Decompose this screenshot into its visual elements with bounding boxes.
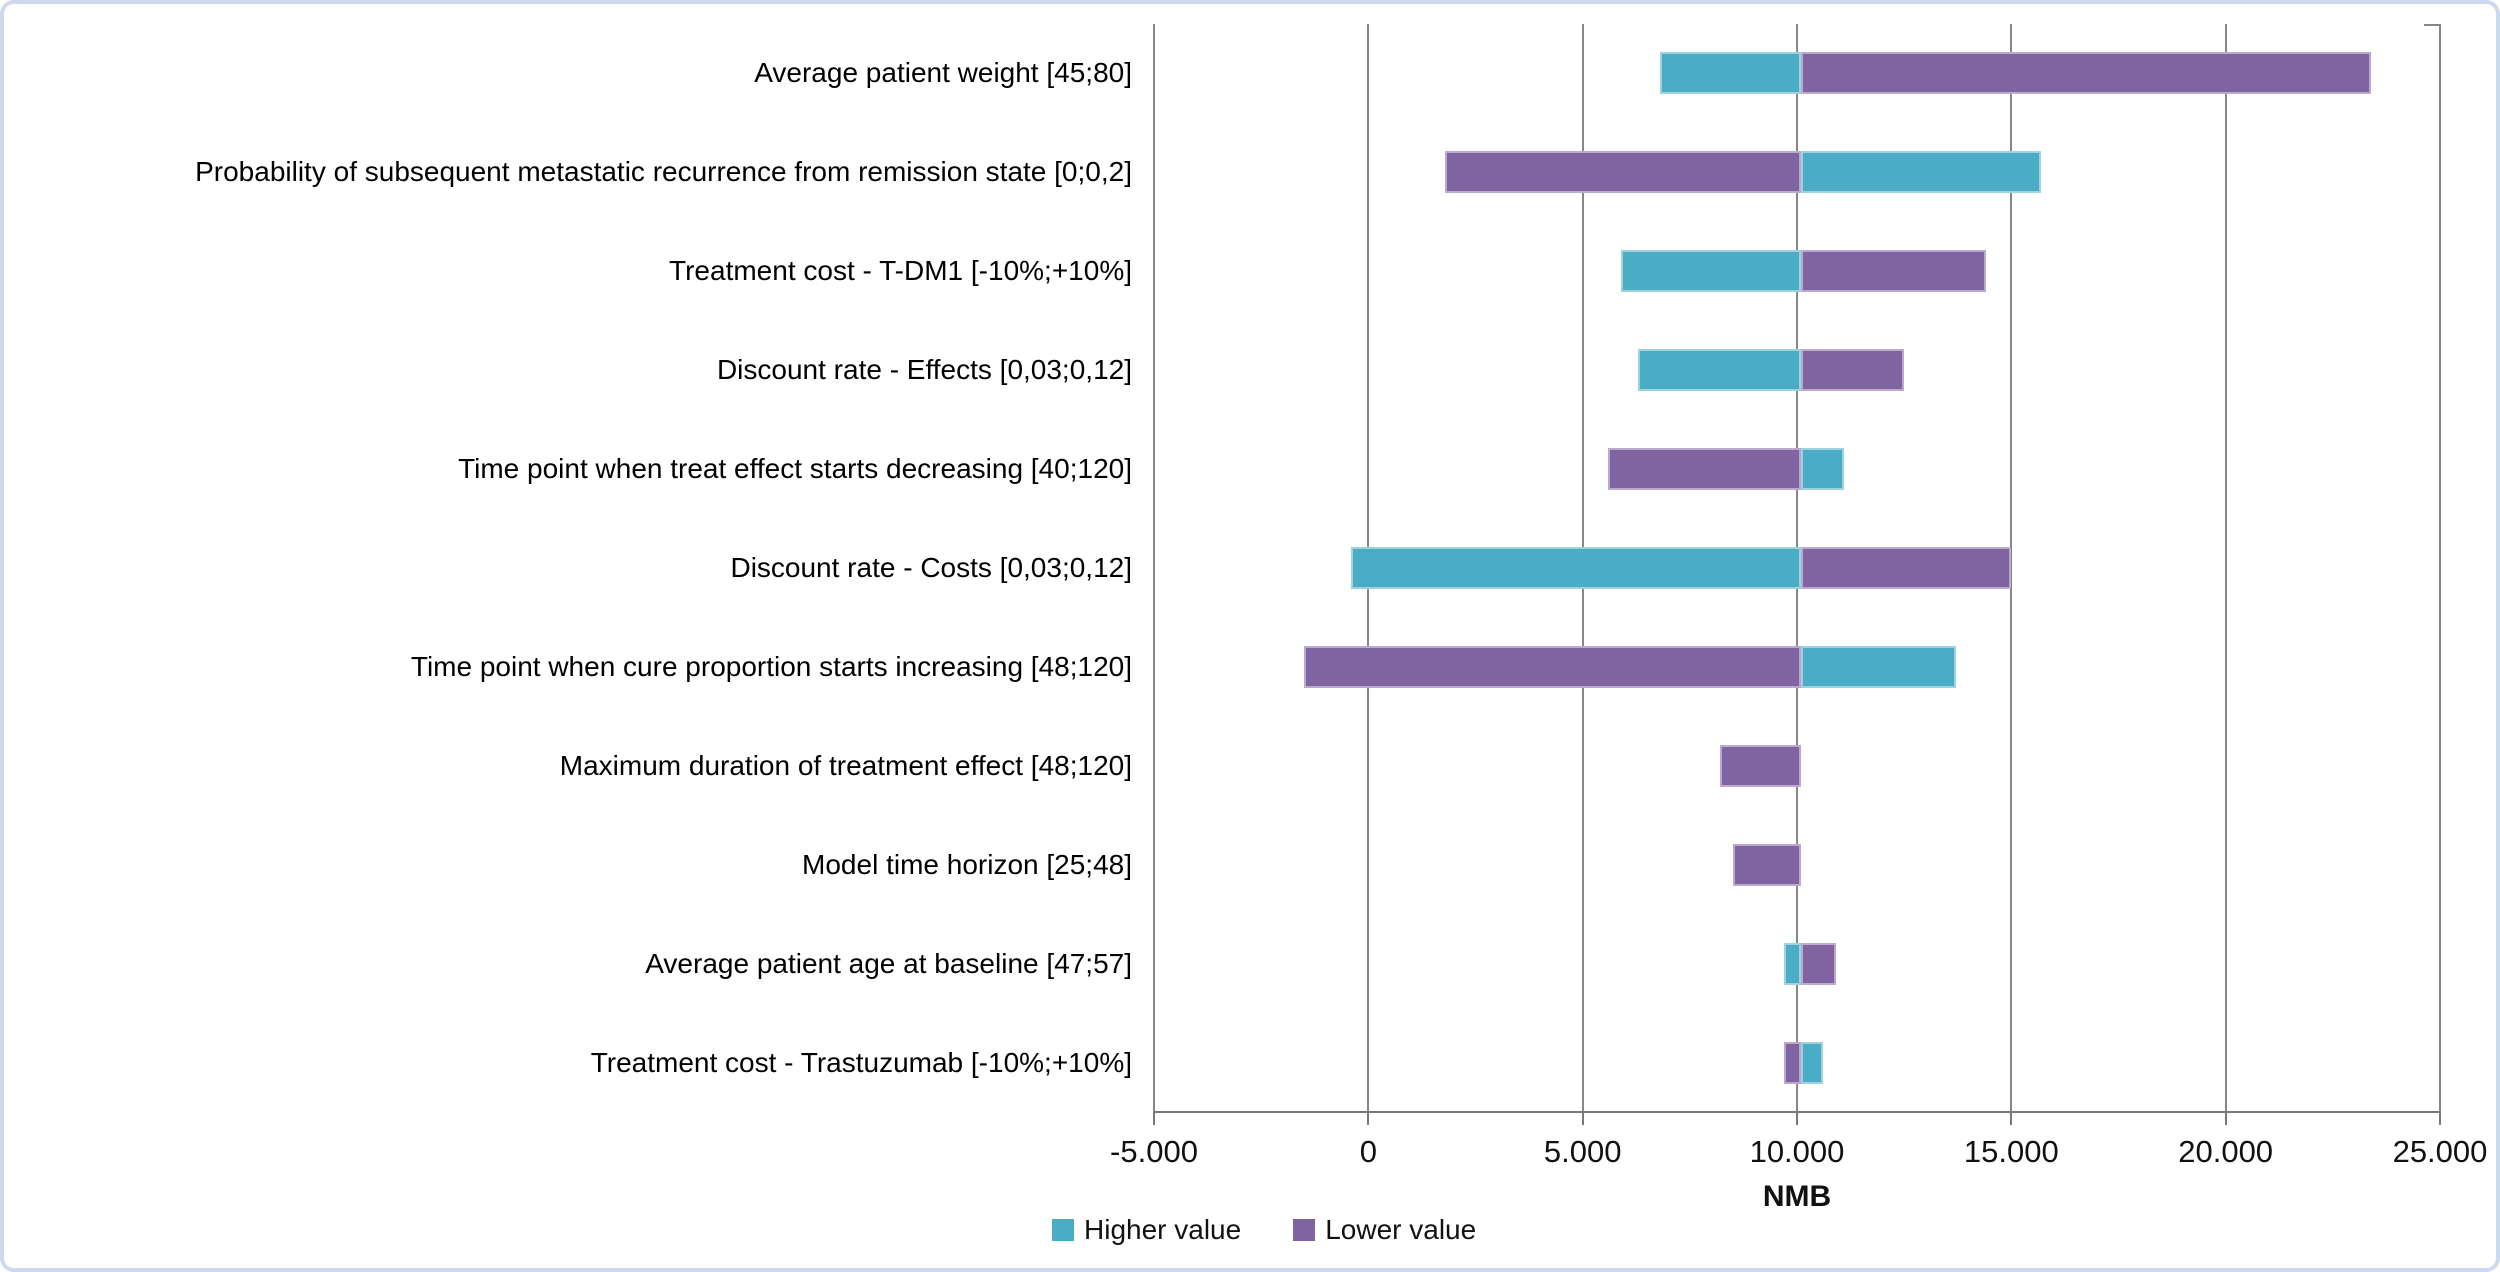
bar-lower-value <box>1608 448 1802 491</box>
x-tick-label: 15.000 <box>1963 1134 2059 1169</box>
axis-tick <box>2224 1112 2227 1125</box>
category-label: Average patient age at baseline [47;57] <box>645 947 1132 979</box>
bar-higher-value <box>1659 52 1802 95</box>
category-label: Discount rate - Costs [0,03;0,12] <box>730 551 1132 583</box>
legend-swatch-lower-value <box>1293 1219 1316 1241</box>
x-tick-label: 5.000 <box>1543 1134 1622 1169</box>
legend-label-higher-value: Higher value <box>1084 1214 1242 1245</box>
x-tick-label: 10.000 <box>1749 1134 1845 1169</box>
axis-tick <box>2439 1112 2441 1125</box>
bar-higher-value <box>1801 448 1845 491</box>
plot-corner-tick <box>2424 24 2440 26</box>
bar-lower-value <box>1784 1041 1802 1084</box>
x-tick-label: -5.000 <box>1110 1134 1198 1169</box>
x-tick-label: 20.000 <box>2178 1134 2274 1169</box>
x-axis-line <box>1154 1111 2440 1113</box>
axis-tick <box>2010 1112 2013 1125</box>
category-label: Treatment cost - T-DM1 [-10%;+10%] <box>669 255 1132 287</box>
bar-lower-value <box>1445 151 1802 194</box>
category-label: Time point when treat effect starts decr… <box>458 453 1132 485</box>
gridline <box>2010 24 2013 1112</box>
x-tick-label: 0 <box>1359 1134 1377 1169</box>
legend: Higher value Lower value <box>1052 1214 1476 1246</box>
bar-lower-value <box>1801 942 1836 985</box>
bar-higher-value <box>1784 942 1802 985</box>
bar-higher-value <box>1801 1041 1823 1084</box>
category-label: Treatment cost - Trastuzumab [-10%;+10%] <box>590 1046 1132 1078</box>
bar-lower-value <box>1801 349 1905 392</box>
bar-higher-value <box>1638 349 1802 392</box>
bar-lower-value <box>1801 52 2372 95</box>
legend-label-lower-value: Lower value <box>1325 1214 1477 1245</box>
axis-tick <box>1581 1112 1584 1125</box>
axis-tick <box>1153 1112 1155 1125</box>
gridline <box>2224 24 2227 1112</box>
x-axis-title: NMB <box>1762 1180 1832 1213</box>
bar-higher-value <box>1621 250 1802 293</box>
bar-higher-value <box>1801 645 1956 688</box>
bar-lower-value <box>1719 744 1802 787</box>
bar-higher-value <box>1801 151 2042 194</box>
category-label: Average patient weight [45;80] <box>754 57 1132 89</box>
gridline <box>2439 24 2441 1112</box>
category-label: Model time horizon [25;48] <box>802 848 1132 880</box>
bar-lower-value <box>1732 843 1802 886</box>
bar-lower-value <box>1801 547 2012 589</box>
category-label: Time point when cure proportion starts i… <box>410 650 1132 682</box>
category-label: Probability of subsequent metastatic rec… <box>195 156 1132 188</box>
axis-tick <box>1796 1112 1798 1125</box>
bar-higher-value <box>1351 547 1802 589</box>
legend-swatch-higher-value <box>1052 1219 1074 1241</box>
axis-tick <box>1367 1112 1370 1125</box>
legend-item-lower-value: Lower value <box>1293 1214 1476 1246</box>
bar-lower-value <box>1801 250 1986 293</box>
category-label: Maximum duration of treatment effect [48… <box>559 749 1132 781</box>
x-tick-label: 25.000 <box>2392 1134 2488 1169</box>
legend-item-higher-value: Higher value <box>1052 1214 1241 1246</box>
gridline <box>1153 24 1155 1112</box>
category-label: Discount rate - Effects [0,03;0,12] <box>716 354 1132 386</box>
bar-lower-value <box>1304 645 1802 688</box>
